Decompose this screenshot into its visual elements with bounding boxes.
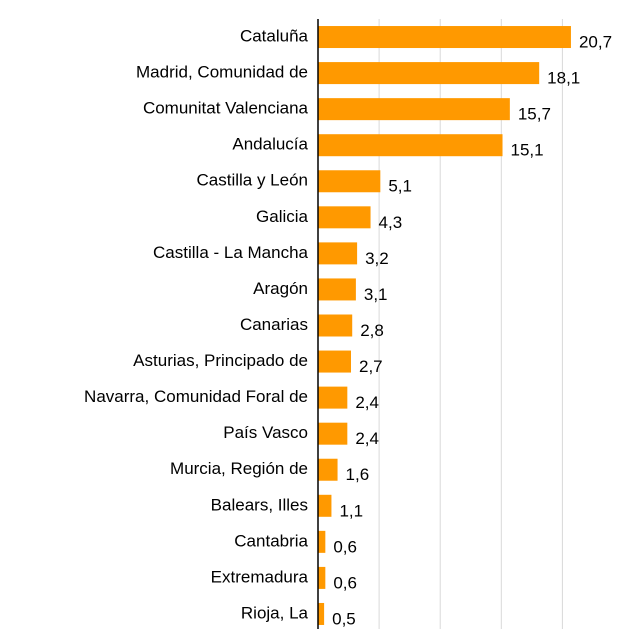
- value-label: 2,4: [355, 393, 379, 412]
- bar: [318, 206, 371, 229]
- category-label: Canarias: [240, 315, 308, 334]
- value-label: 2,4: [355, 429, 379, 448]
- bar: [318, 602, 325, 625]
- bar: [318, 494, 332, 517]
- category-label: País Vasco: [223, 423, 308, 442]
- category-label: Galicia: [256, 207, 309, 226]
- bar: [318, 458, 338, 481]
- bar: [318, 386, 348, 409]
- category-label: Andalucía: [232, 135, 308, 154]
- category-label: Murcia, Región de: [170, 459, 308, 478]
- bar: [318, 134, 503, 157]
- bar: [318, 350, 351, 373]
- category-label: Castilla y León: [196, 171, 308, 190]
- bar: [318, 530, 326, 553]
- value-label: 5,1: [388, 177, 412, 196]
- category-label: Comunitat Valenciana: [143, 99, 309, 118]
- value-label: 3,2: [365, 249, 389, 268]
- bar: [318, 278, 356, 301]
- bar: [318, 314, 353, 337]
- bar: [318, 566, 326, 589]
- bar: [318, 98, 510, 121]
- value-label: 2,7: [359, 357, 383, 376]
- category-label: Castilla - La Mancha: [153, 243, 309, 262]
- bar: [318, 422, 348, 445]
- value-label: 0,6: [333, 537, 357, 556]
- value-label: 18,1: [547, 69, 580, 88]
- value-label: 20,7: [579, 33, 612, 52]
- bar: [318, 242, 358, 265]
- value-label: 2,8: [360, 321, 384, 340]
- category-label: Madrid, Comunidad de: [136, 63, 308, 82]
- value-label: 15,7: [518, 105, 551, 124]
- category-label: Navarra, Comunidad Foral de: [84, 387, 308, 406]
- category-label: Cantabria: [234, 531, 308, 550]
- value-label: 3,1: [364, 285, 388, 304]
- category-label: Cataluña: [240, 27, 309, 46]
- bar: [318, 62, 540, 85]
- value-label: 4,3: [379, 213, 403, 232]
- bar: [318, 26, 571, 49]
- value-label: 15,1: [511, 141, 544, 160]
- bar: [318, 170, 381, 193]
- value-label: 0,5: [332, 609, 356, 628]
- value-label: 1,1: [339, 501, 363, 520]
- category-label: Balears, Illes: [211, 495, 308, 514]
- category-label: Extremadura: [211, 567, 309, 586]
- category-label: Aragón: [253, 279, 308, 298]
- value-label: 1,6: [346, 465, 370, 484]
- category-label: Rioja, La: [241, 603, 309, 622]
- value-label: 0,6: [333, 573, 357, 592]
- category-label: Asturias, Principado de: [133, 351, 308, 370]
